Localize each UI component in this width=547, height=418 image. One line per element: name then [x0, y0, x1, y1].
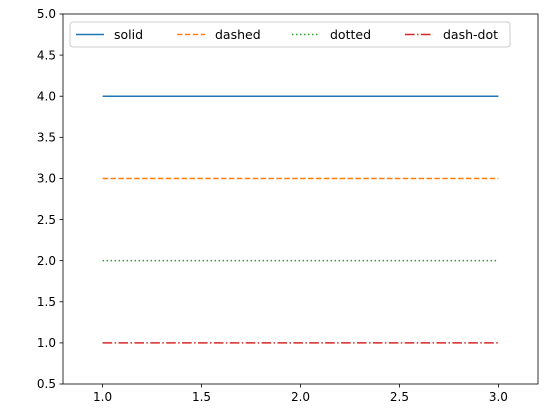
- x-tick-label: 2.5: [390, 390, 409, 404]
- legend: solid dashed dotted dash-dot: [69, 21, 511, 48]
- legend-label-solid: solid: [114, 27, 143, 42]
- legend-box: [69, 21, 511, 48]
- y-tick-label: 1.0: [37, 336, 56, 350]
- x-tick-label: 1.5: [192, 390, 211, 404]
- legend-label-dashed: dashed: [215, 27, 261, 42]
- axes-layer: 1.0 1.5 2.0 2.5 3.0 0.5 1.0 1.5 2.0 2.5 3.0 3.5 4.0 4…: [37, 7, 539, 404]
- y-tick-label: 4.0: [37, 89, 56, 103]
- y-tick-label: 4.5: [37, 48, 56, 62]
- legend-label-dash-dot: dash-dot: [443, 27, 498, 42]
- plot-frame: [62, 13, 539, 385]
- y-tick-label: 1.5: [37, 295, 56, 309]
- legend-label-dotted: dotted: [330, 27, 371, 42]
- y-tick-label: 2.0: [37, 254, 56, 268]
- series-layer: [102, 95, 499, 344]
- y-tick-label: 0.5: [37, 377, 56, 391]
- y-tick-label: 3.5: [37, 131, 56, 145]
- y-tick-label: 5.0: [37, 7, 56, 21]
- x-tick-label: 2.0: [291, 390, 310, 404]
- y-tick-label: 2.5: [37, 213, 56, 227]
- y-tick-label: 3.0: [37, 172, 56, 186]
- x-tick-label: 1.0: [93, 390, 112, 404]
- x-tick-label: 3.0: [489, 390, 508, 404]
